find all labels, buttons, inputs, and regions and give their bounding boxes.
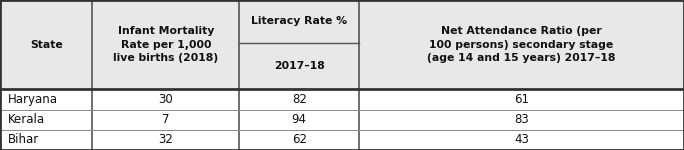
Text: 61: 61	[514, 93, 529, 106]
Text: 7: 7	[162, 113, 170, 126]
Text: Infant Mortality
Rate per 1,000
live births (2018): Infant Mortality Rate per 1,000 live bir…	[114, 26, 218, 63]
Text: 94: 94	[292, 113, 306, 126]
Text: Haryana: Haryana	[8, 93, 58, 106]
Text: 30: 30	[159, 93, 173, 106]
Text: Bihar: Bihar	[8, 133, 40, 146]
Text: 32: 32	[159, 133, 173, 146]
Text: 43: 43	[514, 133, 529, 146]
Text: Kerala: Kerala	[8, 113, 45, 126]
Bar	[0, 0, 684, 89]
Text: State: State	[30, 40, 62, 50]
Text: 83: 83	[514, 113, 529, 126]
Text: 82: 82	[292, 93, 306, 106]
Text: 62: 62	[292, 133, 306, 146]
Text: Net Attendance Ratio (per
100 persons) secondary stage
(age 14 and 15 years) 201: Net Attendance Ratio (per 100 persons) s…	[428, 26, 616, 63]
Text: Literacy Rate %: Literacy Rate %	[251, 16, 347, 26]
Bar	[0, 89, 684, 150]
Text: 2017–18: 2017–18	[274, 61, 325, 71]
